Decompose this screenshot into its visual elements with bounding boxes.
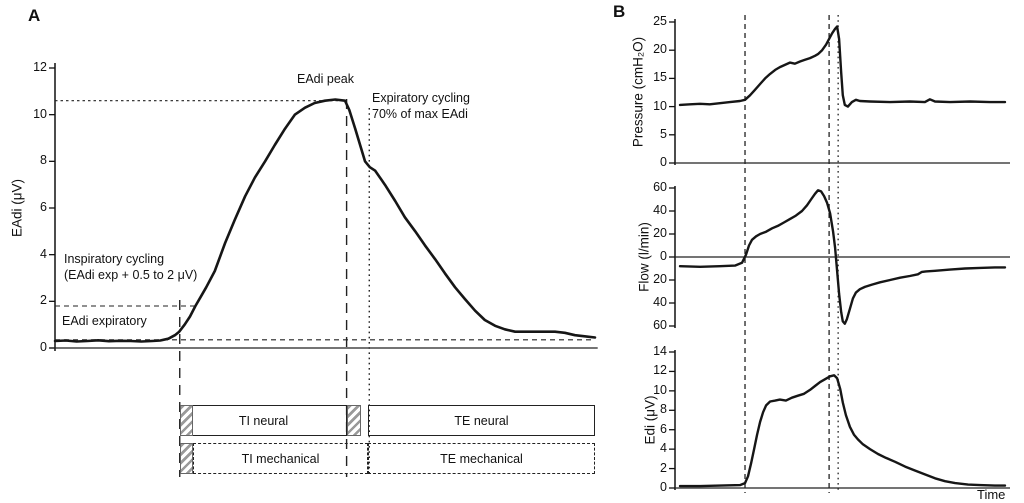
data-curve — [678, 189, 1007, 325]
te-mechanical-box: TE mechanical — [368, 443, 595, 474]
annotation-eadi-peak: EAdi peak — [297, 72, 354, 86]
y-tick-label: 40 — [653, 203, 667, 217]
y-tick-label: 5 — [660, 126, 667, 141]
panel-b-label: B — [613, 2, 626, 21]
y-tick-label: 40 — [653, 295, 667, 309]
hatch-region — [180, 405, 193, 436]
y-tick-label: 4 — [40, 246, 47, 261]
data-curve — [678, 374, 1007, 488]
annotation-inspiratory-cycling: Inspiratory cycling (EAdi exp + 0.5 to 2… — [64, 251, 197, 283]
ti-mechanical-box: TI mechanical — [193, 443, 368, 474]
y-tick-label: 60 — [653, 180, 667, 194]
time-x-axis-label: Time — [977, 487, 1006, 502]
y-tick-label: 60 — [653, 318, 667, 332]
panel-a-y-axis-label: EAdi (μV) — [9, 178, 25, 238]
annotation-expiratory-cycling: Expiratory cycling 70% of max EAdi — [372, 90, 470, 122]
y-tick-label: 10 — [33, 106, 47, 121]
flow-y-axis-label: Flow (l/min) — [636, 222, 652, 292]
y-tick-label: 6 — [660, 421, 667, 436]
y-tick-label: 12 — [33, 60, 47, 74]
y-tick-label: 8 — [660, 402, 667, 417]
hatch-region — [347, 405, 361, 436]
te-neural-label: TE neural — [454, 413, 509, 428]
annotation-expiratory-cycling-line2: 70% of max EAdi — [372, 107, 468, 121]
ti-mechanical-label: TI mechanical — [241, 451, 320, 466]
data-curve — [53, 98, 597, 343]
y-tick-label: 8 — [40, 153, 47, 168]
y-tick-label: 0 — [660, 249, 667, 263]
annotation-inspiratory-cycling-line1: Inspiratory cycling — [64, 252, 165, 266]
annotation-expiratory-cycling-line1: Expiratory cycling — [372, 91, 470, 105]
y-tick-label: 2 — [660, 460, 667, 475]
y-tick-label: 0 — [40, 340, 47, 354]
edi-y-axis-label: Edi (μV) — [642, 395, 658, 445]
data-curve — [678, 25, 1007, 108]
y-tick-label: 10 — [653, 98, 667, 113]
annotation-eadi-expiratory: EAdi expiratory — [62, 314, 147, 328]
y-tick-label: 4 — [660, 441, 667, 456]
y-tick-label: 0 — [660, 480, 667, 494]
y-tick-label: 6 — [40, 200, 47, 214]
y-tick-label: 2 — [40, 293, 47, 308]
y-tick-label: 12 — [653, 363, 667, 378]
ti-neural-label: TI neural — [238, 413, 289, 428]
y-tick-label: 10 — [653, 382, 667, 397]
ti-neural-box: TI neural — [180, 405, 347, 436]
y-tick-label: 14 — [653, 344, 667, 358]
y-tick-label: 20 — [653, 42, 667, 57]
y-tick-label: 20 — [653, 226, 667, 240]
te-mechanical-label: TE mechanical — [440, 451, 523, 466]
hatch-region — [180, 443, 193, 474]
pressure-y-axis-label: Pressure (cmH₂O) — [630, 36, 646, 148]
panel-a-label: A — [28, 6, 41, 25]
te-neural-box: TE neural — [368, 405, 595, 436]
y-tick-label: 15 — [653, 70, 667, 85]
annotation-inspiratory-cycling-line2: (EAdi exp + 0.5 to 2 μV) — [64, 268, 198, 282]
y-tick-label: 0 — [660, 155, 667, 169]
y-tick-label: 25 — [653, 14, 667, 28]
y-tick-label: 20 — [653, 272, 667, 286]
